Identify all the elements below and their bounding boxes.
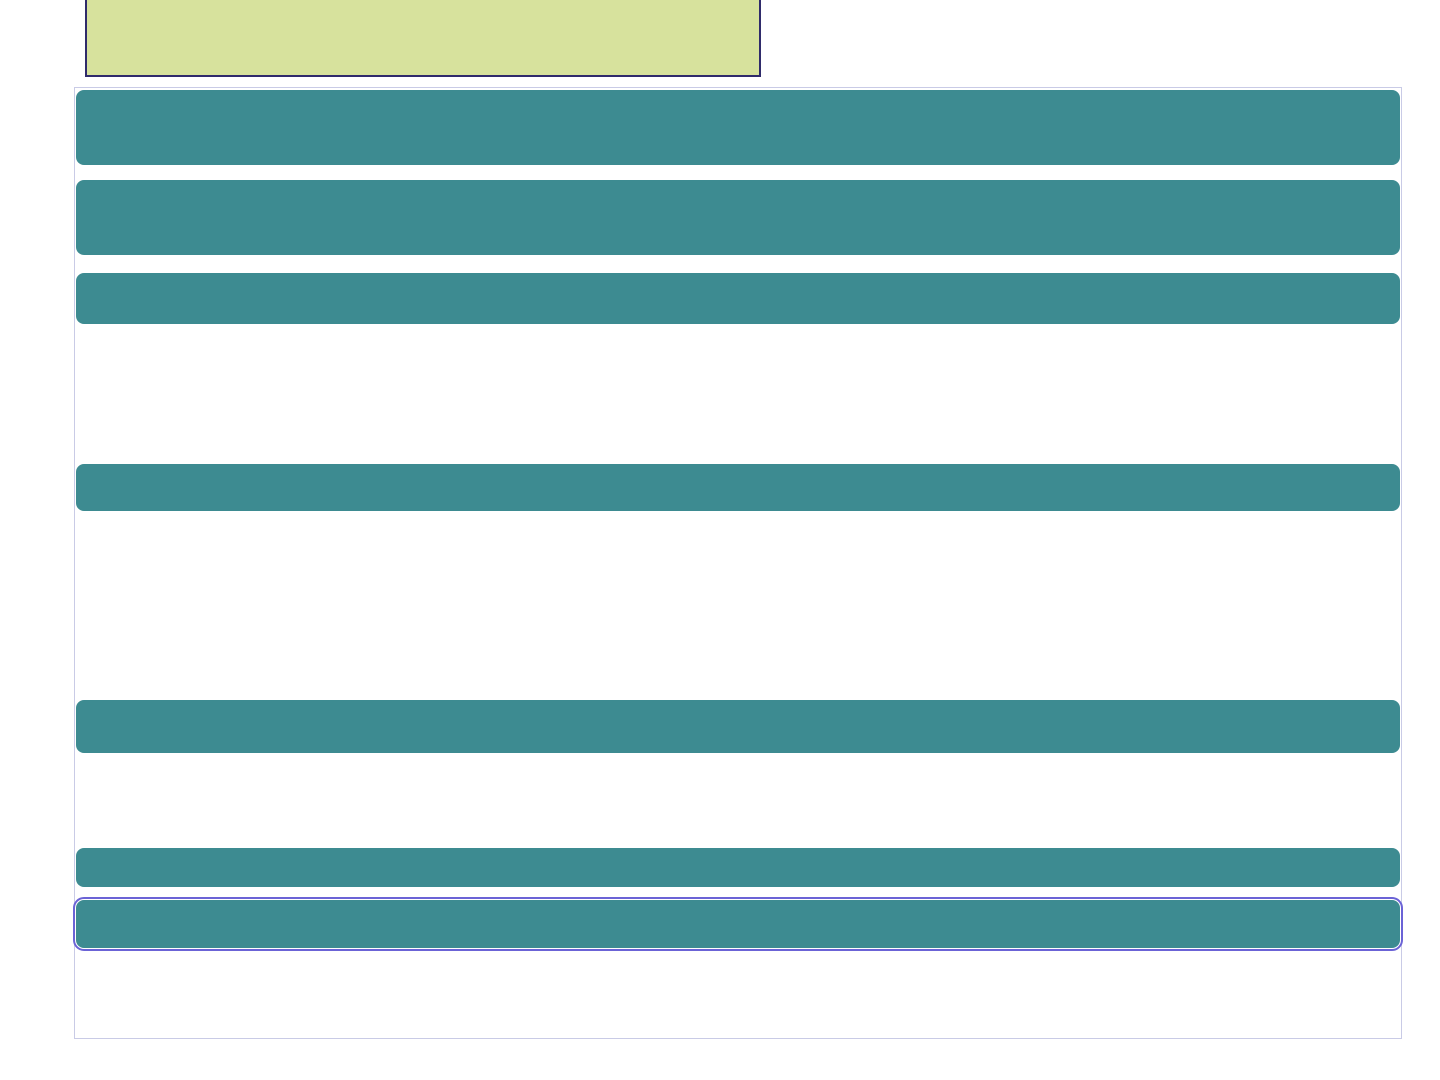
banner (85, 0, 761, 77)
section-header[interactable] (76, 273, 1400, 324)
section-header[interactable] (76, 180, 1400, 255)
section-header[interactable] (76, 700, 1400, 753)
section-header[interactable] (76, 464, 1400, 511)
section-header[interactable] (76, 848, 1400, 887)
section-header-focused[interactable] (73, 897, 1403, 951)
section-header[interactable] (76, 90, 1400, 165)
